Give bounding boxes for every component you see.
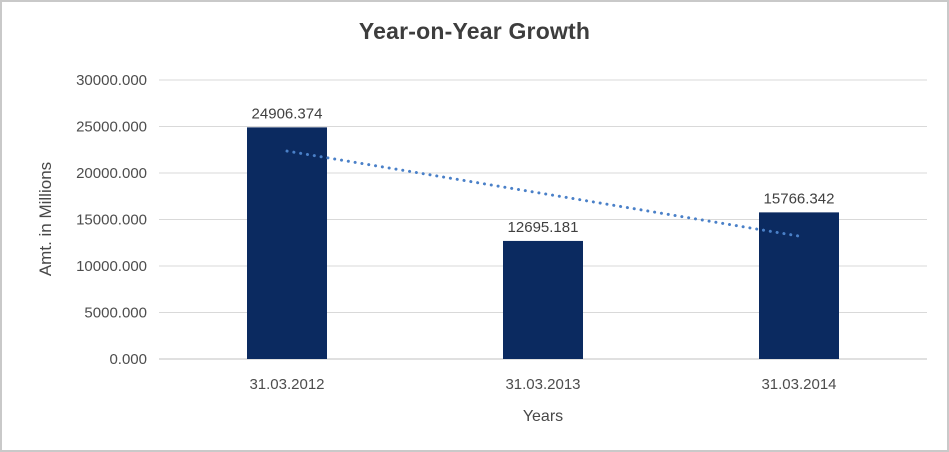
y-tick-label: 0.000 bbox=[109, 351, 147, 368]
chart-title: Year-on-Year Growth bbox=[358, 18, 591, 44]
x-tick-label: 31.03.2014 bbox=[761, 376, 836, 393]
data-label: 12695.181 bbox=[508, 219, 579, 236]
data-label: 15766.342 bbox=[764, 190, 835, 207]
y-tick-label: 25000.000 bbox=[76, 119, 147, 136]
y-tick-label: 30000.000 bbox=[76, 72, 147, 89]
x-tick-label: 31.03.2013 bbox=[505, 376, 580, 393]
bar-31.03.2012 bbox=[247, 127, 327, 359]
x-axis-title: Years bbox=[522, 408, 564, 425]
y-tick-label: 20000.000 bbox=[76, 165, 147, 182]
y-tick-label: 5000.000 bbox=[84, 305, 147, 322]
bar-31.03.2013 bbox=[503, 240, 583, 359]
x-tick-label: 31.03.2012 bbox=[249, 376, 324, 393]
y-tick-label: 15000.000 bbox=[76, 212, 147, 229]
y-tick-label: 10000.000 bbox=[76, 258, 147, 275]
bar-31.03.2014 bbox=[759, 212, 839, 359]
data-label: 24906.374 bbox=[252, 105, 323, 122]
